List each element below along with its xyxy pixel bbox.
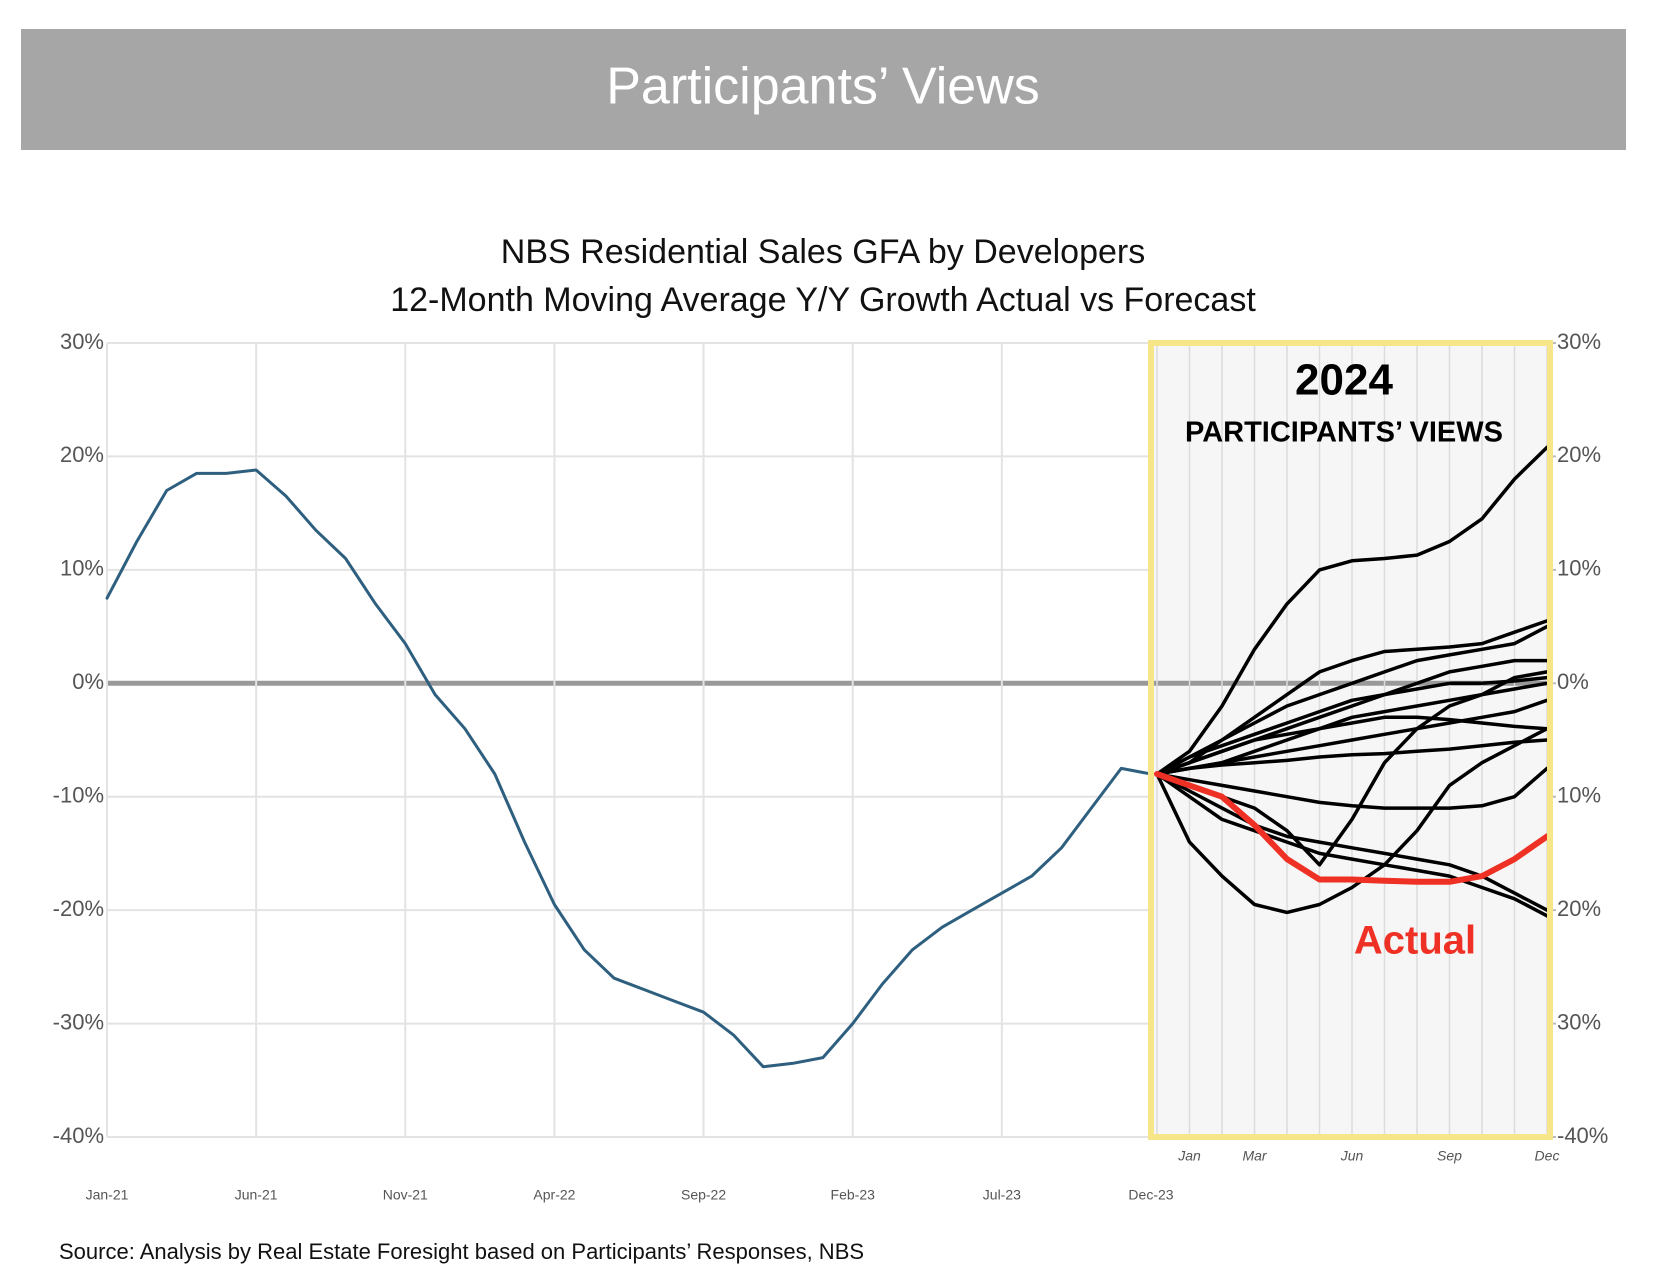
series-label: Actual — [1354, 919, 1476, 963]
x-tick-label: Dec-23 — [1128, 1187, 1173, 1203]
annotation: PARTICIPANTS’ VIEWS — [1185, 417, 1503, 449]
series-line — [1155, 738, 1549, 776]
annotation: 2024 — [1295, 356, 1393, 405]
y2-tick-label: 10% — [1557, 783, 1601, 808]
series-line — [1155, 445, 1549, 776]
y2-tick-label: 20% — [1557, 896, 1601, 921]
series-line — [1155, 675, 1549, 776]
x-tick-label: Mar — [1242, 1148, 1267, 1164]
y2-tick-label: 30% — [1557, 329, 1601, 354]
series-line — [1155, 624, 1549, 776]
chart-title: NBS Residential Sales GFA by Developers — [501, 233, 1145, 271]
y2-tick-label: 10% — [1557, 556, 1601, 581]
y-tick-label: -30% — [53, 1009, 104, 1034]
panel-border — [1148, 340, 1553, 1140]
plot-area: -40% -30% -20% -10% 0% 10% 20% 30% Jan-21 Jun-21 N… — [53, 329, 1609, 1203]
y-tick-label: -20% — [53, 896, 104, 921]
x-tick-label: Jan — [1177, 1148, 1201, 1164]
series-line — [1155, 772, 1549, 918]
series-line — [1154, 771, 1550, 885]
x-tick-label: Sep — [1437, 1148, 1462, 1164]
y2-tick-label: 30% — [1557, 1009, 1601, 1034]
x-tick-label: Sep-22 — [681, 1187, 726, 1203]
x-tick-label: Jul-23 — [983, 1187, 1021, 1203]
y2-tick-label: 0% — [1557, 669, 1589, 694]
x-tick-label: Nov-21 — [383, 1187, 428, 1203]
x-tick-label: Dec — [1535, 1148, 1560, 1164]
x-tick-label: Jun-21 — [235, 1187, 278, 1203]
x-tick-label: Jun — [1340, 1148, 1364, 1164]
banner-title: Participants’ Views — [606, 58, 1040, 116]
y-tick-label: 0% — [72, 669, 104, 694]
x-tick-label: Feb-23 — [831, 1187, 876, 1203]
y-tick-label: 10% — [60, 556, 104, 581]
series-line — [1155, 766, 1549, 810]
series-line — [1155, 698, 1549, 776]
y2-tick-label: -40% — [1557, 1123, 1608, 1148]
y-tick-label: -10% — [53, 783, 104, 808]
y-tick-label: 30% — [60, 329, 104, 354]
series-line — [1155, 715, 1549, 776]
y-tick-label: -40% — [53, 1123, 104, 1148]
x-tick-label: Apr-22 — [533, 1187, 575, 1203]
x-tick-label: Jan-21 — [86, 1187, 129, 1203]
banner — [21, 29, 1626, 150]
series-line — [1155, 726, 1549, 915]
y-tick-label: 20% — [60, 442, 104, 467]
y2-tick-label: 20% — [1557, 442, 1601, 467]
source-note: Source: Analysis by Real Estate Foresigh… — [59, 1239, 864, 1264]
chart-subtitle: 12-Month Moving Average Y/Y Growth Actua… — [390, 281, 1256, 319]
series-line — [105, 468, 1153, 1069]
